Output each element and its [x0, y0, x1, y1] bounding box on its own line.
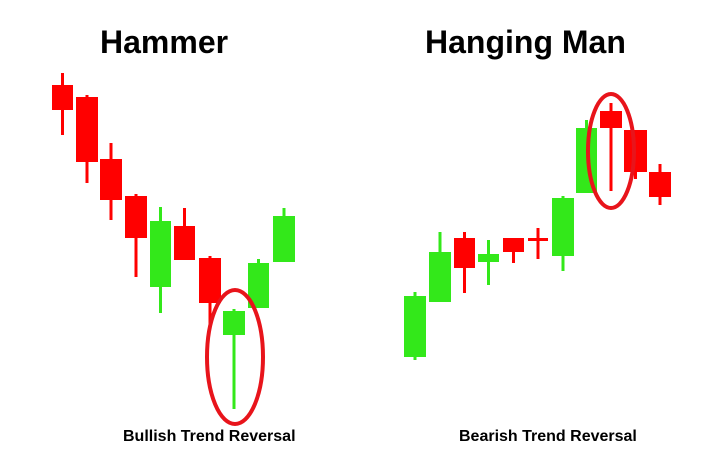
candle-body	[100, 159, 122, 200]
candle-body	[429, 252, 451, 302]
bearish-candlestick	[125, 194, 147, 277]
bullish-reversal-caption: Bullish Trend Reversal	[123, 428, 296, 445]
bearish-candlestick	[100, 143, 122, 220]
bearish-reversal-caption: Bearish Trend Reversal	[459, 428, 637, 445]
candle-body	[174, 226, 195, 260]
candle-body	[52, 85, 73, 110]
candle-body	[404, 296, 426, 357]
candle-body	[454, 238, 475, 268]
bullish-candlestick	[478, 240, 499, 285]
bearish-candlestick	[649, 164, 671, 205]
candle-body	[223, 311, 245, 335]
hammer-highlight-ellipse	[205, 288, 265, 426]
bearish-candlestick	[600, 103, 622, 191]
bearish-candlestick	[454, 232, 475, 293]
candle-body	[125, 196, 147, 238]
bullish-candlestick	[429, 232, 451, 302]
candle-body	[600, 111, 622, 128]
bullish-candlestick	[248, 259, 269, 308]
candle-body	[248, 263, 269, 308]
bearish-candlestick	[503, 238, 524, 263]
candle-body	[649, 172, 671, 197]
bullish-candlestick	[552, 196, 574, 271]
candle-body	[76, 97, 98, 162]
candle-body	[199, 258, 221, 303]
bearish-candlestick	[528, 228, 548, 259]
hanging-man-highlight-ellipse	[586, 92, 636, 210]
bullish-candlestick	[150, 207, 171, 313]
bullish-candlestick	[404, 292, 426, 360]
bullish-candlestick	[223, 309, 245, 409]
candle-body	[552, 198, 574, 256]
bearish-candlestick	[199, 256, 221, 325]
candle-body	[528, 238, 548, 241]
bearish-candlestick	[76, 95, 98, 183]
candle-body	[478, 254, 499, 262]
bullish-candlestick	[273, 208, 295, 262]
candle-body	[273, 216, 295, 262]
bearish-candlestick	[174, 208, 195, 260]
candle-body	[150, 221, 171, 287]
candle-body	[503, 238, 524, 252]
hanging-man-title: Hanging Man	[425, 24, 626, 60]
hammer-title: Hammer	[100, 24, 229, 60]
bearish-candlestick	[52, 73, 73, 135]
